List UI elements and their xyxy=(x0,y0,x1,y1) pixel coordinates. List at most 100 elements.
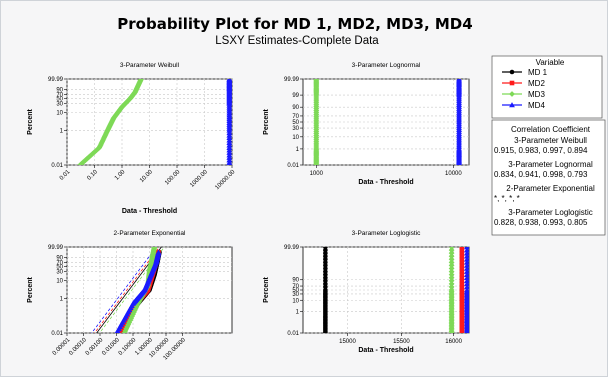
data-point xyxy=(464,265,469,271)
data-point xyxy=(459,247,465,250)
y-axis-label: Percent xyxy=(27,276,34,302)
x-tick-label: 15500 xyxy=(393,339,410,345)
y-tick-label: 30 xyxy=(292,292,299,298)
data-point xyxy=(448,287,455,293)
data-point xyxy=(448,259,455,266)
x-tick-label: 10000 xyxy=(445,171,462,177)
correlation-values: 0.828, 0.938, 0.993, 0.805 xyxy=(494,218,588,227)
y-tick-label: 90 xyxy=(56,87,63,93)
data-point xyxy=(464,253,469,259)
y-tick-label: 90 xyxy=(292,278,299,284)
data-point xyxy=(128,315,135,322)
panels: 3-Parameter Weibull0.011103050709099.99P… xyxy=(27,62,470,381)
y-tick-label: 0.01 xyxy=(287,163,299,169)
y-tick-label: 0.01 xyxy=(51,163,63,169)
legend-label: MD2 xyxy=(528,79,545,88)
y-tick-label: 10 xyxy=(292,298,299,304)
data-point xyxy=(459,278,465,284)
series-md3 xyxy=(77,79,145,165)
x-tick-label: 1000.00 xyxy=(189,169,209,189)
x-tick-label: 0.10 xyxy=(86,169,99,182)
data-point xyxy=(226,79,232,82)
correlation-values: 0.915, 0.983, 0.997, 0.894 xyxy=(494,146,588,155)
correlation-section-name: 3-Parameter Loglogistic xyxy=(508,208,592,217)
x-tick-label: 1.00 xyxy=(114,169,127,182)
panel-title: 2-Parameter Exponential xyxy=(114,230,186,237)
data-point xyxy=(459,263,465,268)
y-axis-label: Percent xyxy=(263,276,270,302)
plot-area xyxy=(302,78,470,166)
y-axis-label: Percent xyxy=(27,108,34,134)
y-tick-label: 30 xyxy=(56,269,63,275)
x-tick-label: 0.01 xyxy=(59,169,72,182)
data-point xyxy=(464,277,469,284)
x-axis-label: Data - Threshold xyxy=(122,208,177,215)
data-point xyxy=(464,262,469,268)
data-point xyxy=(464,247,469,253)
legend-item: MD 1 xyxy=(502,68,548,77)
panel-title: 3-Parameter Weibull xyxy=(120,62,180,69)
x-tick-label: 10.00 xyxy=(139,169,154,184)
x-tick-label: 15000 xyxy=(339,339,356,345)
y-tick-label: 10 xyxy=(292,135,299,141)
y-tick-label: 99.99 xyxy=(48,245,64,251)
y-tick-label: 99.99 xyxy=(284,245,300,251)
series-md3 xyxy=(313,79,320,165)
y-tick-label: 0.01 xyxy=(287,331,299,337)
y-axis-label: Percent xyxy=(263,108,270,134)
data-point xyxy=(459,247,465,253)
y-tick-label: 99.99 xyxy=(48,77,64,83)
y-tick-label: 1 xyxy=(60,296,64,302)
y-tick-label: 10 xyxy=(56,279,63,285)
correlation-box: Correlation Coefficient 3-Parameter Weibu… xyxy=(491,119,606,236)
series-md2 xyxy=(459,247,465,333)
legend-box xyxy=(491,55,603,119)
y-tick-label: 70 xyxy=(56,260,63,266)
correlation-title: Correlation Coefficient xyxy=(511,125,591,134)
data-point xyxy=(448,265,455,272)
data-point xyxy=(313,79,320,82)
data-point xyxy=(448,277,455,284)
data-point xyxy=(464,259,469,265)
data-point xyxy=(464,280,469,287)
legend-marker xyxy=(509,69,515,75)
data-point xyxy=(459,260,465,265)
data-point xyxy=(448,250,455,257)
series-md4 xyxy=(464,247,469,333)
data-point xyxy=(125,321,132,328)
y-tick-label: 50 xyxy=(292,120,299,126)
correlation-values: *, *, *, * xyxy=(494,194,520,203)
data-point xyxy=(459,269,465,274)
y-tick-label: 1 xyxy=(60,128,64,134)
data-point xyxy=(448,271,455,278)
data-point xyxy=(464,247,469,250)
data-point xyxy=(448,262,455,269)
correlation-section-name: 3-Parameter Weibull xyxy=(514,136,587,145)
x-axis-label: Data - Threshold xyxy=(358,179,413,186)
legend-item: MD2 xyxy=(502,79,545,88)
data-point xyxy=(459,281,465,287)
data-point xyxy=(323,247,328,250)
y-tick-label: 1 xyxy=(296,147,300,153)
data-point xyxy=(155,249,162,255)
x-tick-label: 16000 xyxy=(445,339,462,345)
correlation-section-name: 3-Parameter Lognormal xyxy=(508,160,593,169)
data-point xyxy=(459,256,465,262)
y-tick-label: 30 xyxy=(292,126,299,132)
data-point xyxy=(138,79,145,82)
data-point xyxy=(464,274,469,281)
data-point xyxy=(464,250,469,256)
series-md4 xyxy=(226,79,232,165)
x-axis-label: Data - Threshold xyxy=(358,347,413,354)
plot-area xyxy=(302,246,470,334)
panel-title: 3-Parameter Loglogistic xyxy=(352,230,421,237)
series-md4 xyxy=(114,249,162,333)
y-tick-label: 1 xyxy=(296,309,300,315)
y-tick-label: 30 xyxy=(56,101,63,107)
x-tick-label: 100.00 xyxy=(164,169,182,187)
